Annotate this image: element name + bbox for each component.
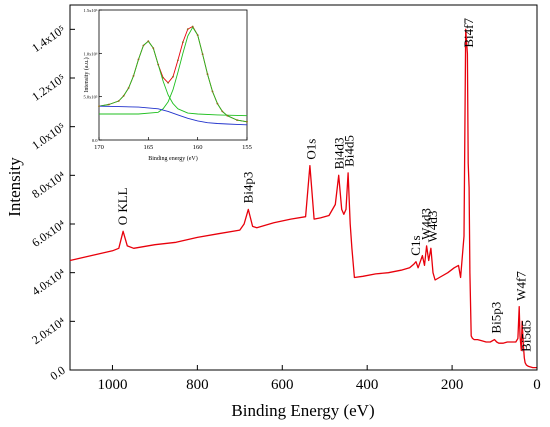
main-x-tick-label: 1000	[97, 377, 127, 393]
peak-annotation-label: W4d3	[425, 211, 440, 243]
inset-data-point	[201, 53, 204, 56]
inset-data-point	[206, 73, 209, 75]
peak-annotation-label: Bi5p3	[489, 302, 504, 334]
main-y-tick-label: 1.0x10⁵	[29, 120, 67, 153]
main-y-tick-label: 2.0x10⁴	[29, 314, 67, 347]
inset-y-tick-label: 5.0x10⁵	[84, 95, 98, 100]
main-x-tick-label: 800	[186, 377, 209, 393]
survey-spectrum-line	[69, 28, 537, 369]
peak-annotation-label: W4f7	[513, 271, 528, 301]
inset-data-point	[177, 59, 179, 62]
inset-x-tick-label: 160	[193, 144, 203, 151]
inset-data-point	[236, 119, 239, 121]
inset-series-group	[98, 25, 248, 126]
inset-x-tick-label: 170	[94, 144, 104, 151]
inset-data-point	[167, 81, 170, 84]
main-series-group	[69, 28, 537, 369]
inset-plot-background	[99, 10, 247, 140]
main-y-tick-label: 0.0	[47, 363, 67, 383]
inset-y-tick-label: 1.5x10⁶	[84, 8, 98, 13]
inset-x-axis-ticks: 170 165 160 155	[94, 137, 252, 151]
inset-data-point	[191, 25, 194, 28]
inset-x-axis-label: Binding energy (eV)	[148, 155, 198, 162]
peak-annotation-label: Bi5d5	[518, 320, 533, 352]
inset-data-point	[157, 63, 160, 66]
peak-annotation-label: O KLL	[115, 187, 130, 225]
inset-data-point	[186, 28, 189, 30]
peak-annotation-label: Bi4f7	[461, 18, 476, 48]
main-x-tick-label: 0	[533, 377, 541, 393]
inset-background-line	[98, 105, 248, 126]
inset-y-axis-label: Intensity (a.u.)	[83, 57, 90, 92]
main-x-tick-label: 400	[356, 377, 379, 393]
main-plot-frame	[69, 4, 538, 371]
main-x-tick-label: 600	[271, 377, 294, 393]
inset-data-point	[152, 47, 155, 49]
inset-data-point	[172, 75, 174, 78]
inset-data-point	[147, 40, 150, 43]
peak-annotation-label: Bi4d5	[341, 135, 356, 167]
peak-annotation-label: W4d3	[419, 208, 434, 240]
inset-y-axis-ticks: 0.0 5.0x10⁵ 1.0x10⁶ 1.5x10⁶	[84, 8, 102, 143]
inset-x-tick-label: 165	[143, 144, 153, 151]
peak-annotation-label: C1s	[408, 235, 423, 255]
peak-annotation-label: Bi4d3	[332, 138, 347, 170]
inset-x-tick-label: 155	[242, 144, 252, 151]
inset-data-point	[221, 110, 224, 113]
main-x-axis-ticks: 1000 800 600 400 200 0	[97, 365, 541, 393]
main-y-tick-label: 6.0x10⁴	[29, 217, 67, 250]
main-y-axis-ticks: 0.0 2.0x10⁴ 4.0x10⁴ 6.0x10⁴ 8.0x10⁴ 1.0x10⁵ 1.…	[29, 22, 75, 383]
inset-data-point	[142, 44, 145, 47]
inset-data-point	[211, 90, 214, 93]
inset-y-tick-label: 1.0x10⁶	[84, 51, 98, 56]
inset-data-point	[196, 34, 199, 36]
inset-data-point	[122, 94, 125, 97]
inset-plot-area: 170 165 160 155 0.0 5.0x10⁵ 1.0x10⁶ 1.5x10⁶ Bi…	[83, 8, 252, 162]
main-y-tick-label: 4.0x10⁴	[29, 266, 67, 299]
inset-y-tick-label: 0.0	[92, 138, 98, 143]
main-y-tick-label: 1.4x10⁵	[29, 22, 67, 55]
inset-raw-data-dots	[98, 25, 248, 123]
main-x-tick-label: 200	[441, 377, 464, 393]
inset-data-point	[108, 103, 110, 106]
main-y-tick-label: 1.2x10⁵	[29, 71, 67, 104]
inset-data-point	[226, 114, 229, 117]
inset-data-point	[162, 76, 165, 79]
peak-annotation-label: Bi4p3	[241, 172, 256, 204]
inset-data-point	[216, 102, 219, 105]
inset-data-point	[98, 105, 100, 108]
inset-data-point	[182, 41, 184, 43]
main-x-axis-label: Binding Energy (eV)	[231, 401, 374, 420]
inset-plot-frame	[98, 9, 248, 141]
main-y-axis-label: Intensity	[5, 157, 24, 217]
inset-data-point	[127, 87, 130, 89]
inset-data-point	[246, 120, 248, 123]
inset-data-point	[132, 75, 135, 77]
main-y-tick-label: 8.0x10⁴	[29, 168, 67, 201]
inset-data-point	[137, 58, 140, 61]
inset-data-point	[117, 100, 120, 102]
peak-annotation-label: O1s	[304, 139, 319, 160]
